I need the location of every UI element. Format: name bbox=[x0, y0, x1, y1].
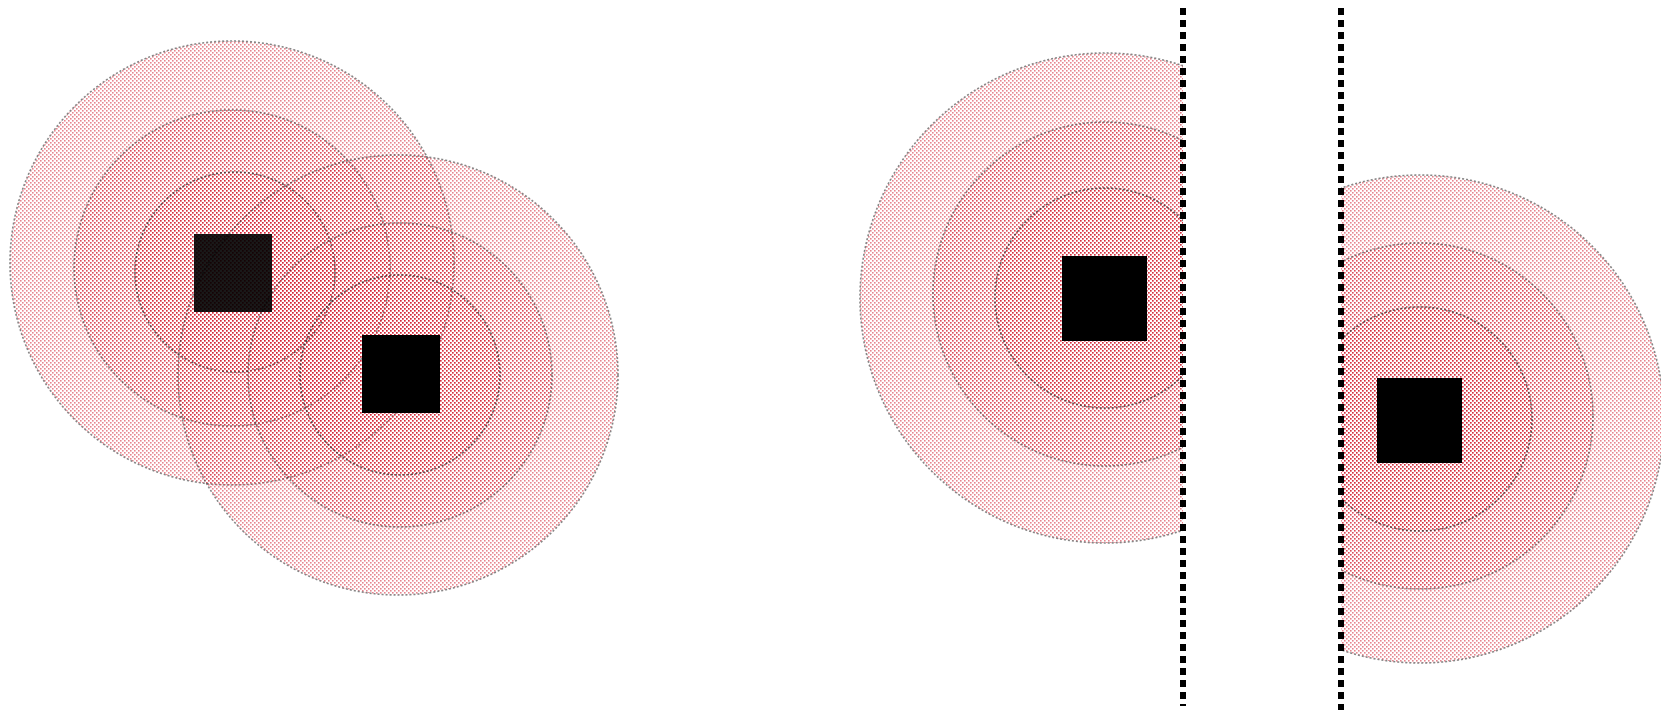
overlapping-panel bbox=[9, 40, 619, 596]
source-d-halo bbox=[1341, 174, 1661, 664]
barrier-panel bbox=[859, 8, 1661, 710]
source-c-halo bbox=[859, 52, 1183, 544]
source-b-square bbox=[362, 335, 440, 413]
source-d-square bbox=[1377, 378, 1462, 463]
source-a-square bbox=[194, 234, 272, 312]
source-c-square bbox=[1062, 256, 1147, 341]
